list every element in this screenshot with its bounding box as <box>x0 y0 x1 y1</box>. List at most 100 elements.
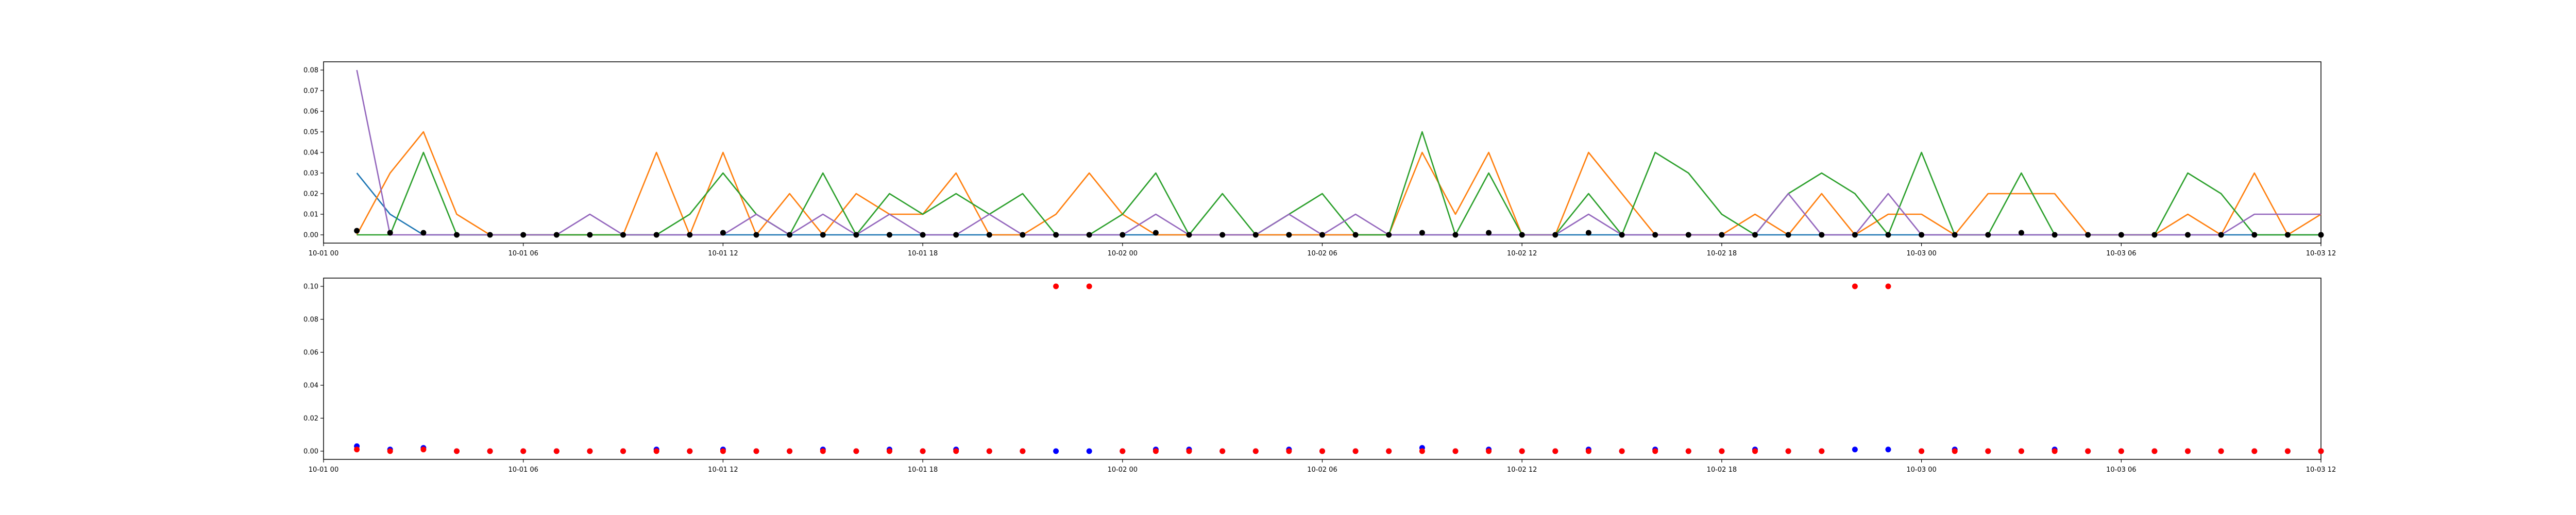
y-tick-label: 0.06 <box>303 349 318 357</box>
data-point <box>1086 232 1092 238</box>
x-tick-label: 10-01 18 <box>908 466 938 474</box>
data-point <box>1519 232 1525 238</box>
data-point <box>1585 448 1591 454</box>
data-point <box>1719 448 1725 454</box>
data-point <box>420 447 427 453</box>
data-point <box>653 448 659 454</box>
x-tick-label: 10-02 18 <box>1707 250 1737 258</box>
data-point <box>1552 232 1558 238</box>
data-point <box>853 232 859 238</box>
data-point <box>653 232 659 238</box>
data-point <box>753 232 759 238</box>
x-tick-label: 10-03 00 <box>1906 466 1936 474</box>
x-tick-label: 10-02 12 <box>1507 250 1537 258</box>
y-tick-label: 0.02 <box>303 415 318 423</box>
data-point <box>2085 232 2091 238</box>
data-point <box>1252 232 1259 238</box>
x-tick-label: 10-02 00 <box>1108 466 1138 474</box>
data-point <box>2018 448 2024 454</box>
data-point <box>887 448 892 454</box>
data-point <box>1452 232 1459 238</box>
data-point <box>1919 448 1925 454</box>
data-point <box>887 232 892 238</box>
data-point <box>2284 232 2291 238</box>
y-tick-label: 0.05 <box>303 129 318 136</box>
data-point <box>1219 448 1226 454</box>
data-point <box>953 448 959 454</box>
data-point <box>986 448 992 454</box>
data-point <box>1486 230 1492 236</box>
data-point <box>2018 230 2024 236</box>
data-point <box>820 448 826 454</box>
x-tick-label: 10-03 06 <box>2106 466 2136 474</box>
data-point <box>1685 232 1691 238</box>
data-point <box>2284 448 2291 454</box>
data-point <box>1585 230 1591 236</box>
series-line <box>356 131 2321 236</box>
data-point <box>1053 283 1059 289</box>
y-tick-label: 0.00 <box>303 448 318 456</box>
y-tick-label: 0.10 <box>303 283 318 291</box>
data-point <box>1752 232 1758 238</box>
y-tick-label: 0.01 <box>303 211 318 219</box>
data-point <box>1885 447 1891 453</box>
data-point <box>1852 232 1858 238</box>
data-point <box>387 448 393 454</box>
series-line <box>356 70 2321 236</box>
x-tick-label: 10-03 06 <box>2106 250 2136 258</box>
x-tick-label: 10-01 00 <box>309 250 338 258</box>
data-point <box>1120 448 1126 454</box>
data-point <box>487 232 493 238</box>
data-point <box>520 448 527 454</box>
data-point <box>1819 448 1825 454</box>
data-point <box>920 448 926 454</box>
data-point <box>2052 448 2058 454</box>
y-tick-label: 0.02 <box>303 191 318 198</box>
data-point <box>1219 232 1226 238</box>
x-tick-label: 10-01 18 <box>908 250 938 258</box>
data-point <box>1186 232 1192 238</box>
data-point <box>1086 283 1092 289</box>
x-tick-label: 10-03 00 <box>1906 250 1936 258</box>
data-point <box>454 448 460 454</box>
data-point <box>1685 448 1691 454</box>
data-point <box>2118 448 2124 454</box>
data-point <box>1819 232 1825 238</box>
data-point <box>1286 448 1292 454</box>
data-point <box>1785 232 1791 238</box>
data-point <box>454 232 460 238</box>
data-point <box>1386 448 1392 454</box>
data-point <box>820 232 826 238</box>
data-point <box>720 448 726 454</box>
data-point <box>2251 448 2258 454</box>
data-point <box>1086 448 1092 454</box>
data-point <box>1352 448 1359 454</box>
data-point <box>1286 232 1292 238</box>
data-point <box>986 232 992 238</box>
data-point <box>1186 448 1192 454</box>
data-point <box>1985 448 1991 454</box>
data-point <box>553 232 560 238</box>
data-point <box>1852 283 1858 289</box>
data-point <box>1386 232 1392 238</box>
data-point <box>1619 448 1625 454</box>
data-point <box>1519 448 1525 454</box>
data-point <box>1885 283 1891 289</box>
data-point <box>2318 232 2324 238</box>
data-point <box>1952 448 1958 454</box>
data-point <box>1652 448 1658 454</box>
data-point <box>587 448 593 454</box>
data-point <box>1419 230 1425 236</box>
data-point <box>487 448 493 454</box>
data-point <box>2251 232 2258 238</box>
x-tick-label: 10-01 06 <box>508 466 538 474</box>
data-point <box>2052 232 2058 238</box>
data-point <box>2218 448 2224 454</box>
data-point <box>1552 448 1558 454</box>
data-point <box>1020 232 1026 238</box>
data-point <box>1153 230 1159 236</box>
data-point <box>687 448 693 454</box>
data-point <box>2218 232 2224 238</box>
data-point <box>620 448 626 454</box>
